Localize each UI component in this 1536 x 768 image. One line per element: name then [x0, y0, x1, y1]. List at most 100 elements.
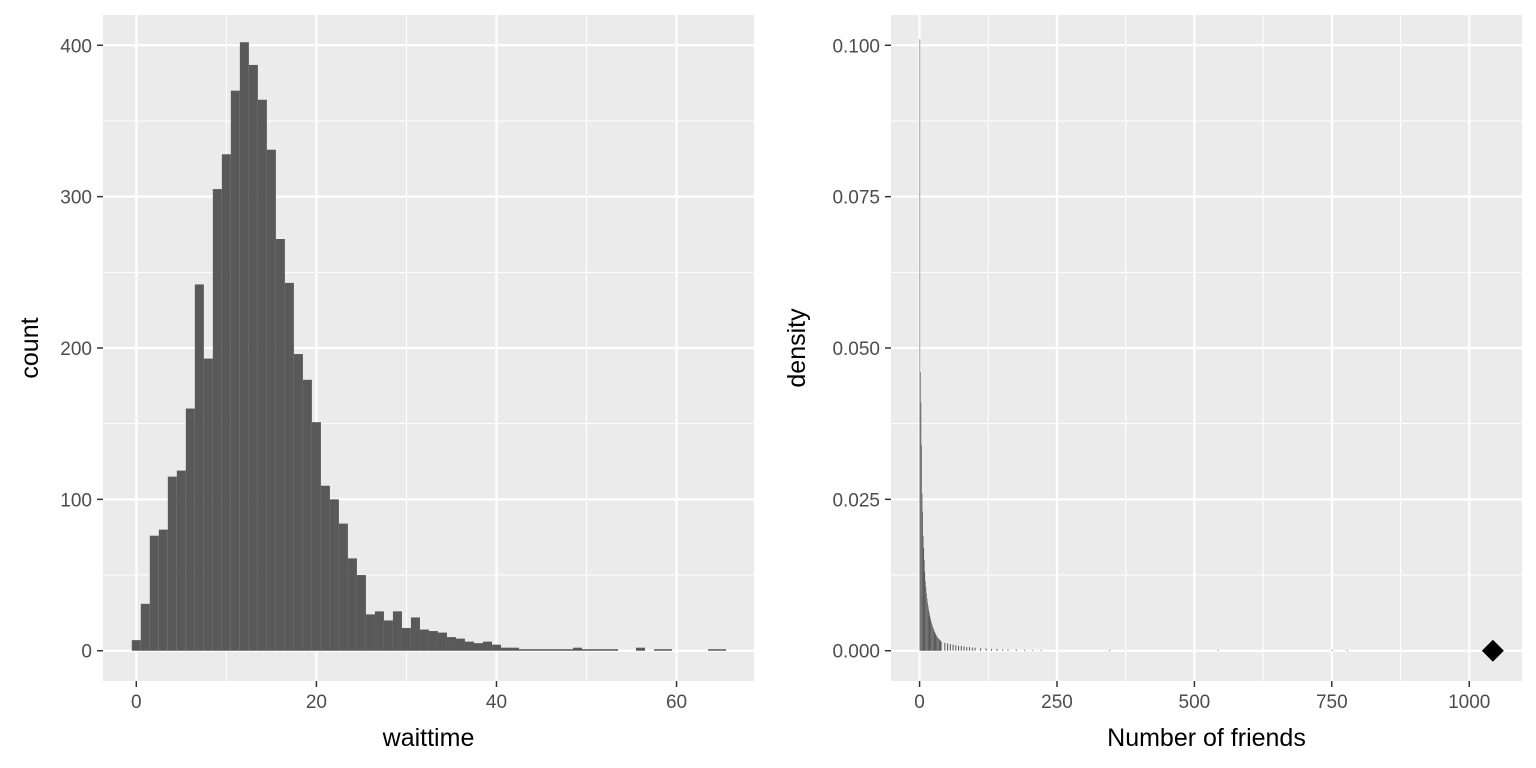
- histogram-bar: [991, 648, 993, 651]
- x-axis-title: waittime: [382, 724, 475, 752]
- histogram-bar: [974, 647, 976, 651]
- x-tick-label: 250: [1041, 692, 1073, 713]
- histogram-bar: [491, 644, 501, 651]
- histogram-bar: [919, 39, 921, 651]
- histogram-bar: [996, 648, 998, 651]
- x-tick-label: 500: [1179, 692, 1211, 713]
- histogram-bar: [212, 189, 222, 651]
- y-tick-label: 400: [60, 36, 92, 57]
- histogram-bar: [392, 611, 402, 651]
- y-tick-label: 0.025: [832, 490, 880, 511]
- histogram-bar: [500, 647, 510, 651]
- histogram-bar: [518, 649, 528, 651]
- histogram-bar: [1346, 649, 1348, 651]
- bars: [919, 39, 1348, 651]
- histogram-bar: [329, 499, 339, 651]
- histogram-bar: [923, 547, 925, 651]
- panel-2: 0 250 500 750 1000 0.000 0.025 0.050 0.075 0.100 N…: [783, 15, 1522, 752]
- histogram-bar: [925, 581, 926, 651]
- histogram-bar: [926, 593, 927, 651]
- y-tick-label: 0.100: [832, 36, 880, 57]
- histogram-bar: [1024, 649, 1026, 651]
- y-tick-label: 0.000: [832, 642, 880, 663]
- histogram-bar: [971, 647, 973, 651]
- histogram-bar: [1002, 649, 1004, 651]
- y-tick-label: 200: [60, 339, 92, 360]
- histogram-bar: [140, 603, 150, 651]
- y-tick-label: 0.050: [832, 339, 880, 360]
- histogram-bar: [473, 643, 483, 651]
- histogram-bar: [131, 640, 141, 651]
- x-tick-label: 1000: [1448, 692, 1490, 713]
- histogram-bar: [266, 149, 276, 651]
- histogram-bar: [482, 641, 492, 651]
- histogram-bar: [275, 239, 285, 651]
- histogram-bar: [600, 649, 610, 651]
- histogram-bar: [663, 649, 673, 651]
- histogram-bar: [926, 598, 928, 651]
- histogram-bar: [555, 649, 565, 651]
- histogram-bar: [158, 529, 168, 651]
- histogram-bar: [1040, 649, 1042, 651]
- histogram-bar: [958, 645, 960, 651]
- histogram-bar: [167, 476, 177, 651]
- histogram-bar: [203, 358, 213, 651]
- histogram-bar: [654, 649, 664, 651]
- histogram-bar: [927, 602, 928, 651]
- histogram-bar: [419, 629, 429, 651]
- histogram-bar: [1331, 649, 1333, 651]
- histogram-bar: [920, 372, 921, 651]
- histogram-bar: [922, 511, 923, 651]
- histogram-bar: [302, 379, 312, 651]
- histogram-bar: [923, 559, 925, 651]
- histogram-bar: [949, 644, 951, 651]
- histogram-bar: [176, 470, 186, 651]
- histogram-bar: [937, 638, 939, 651]
- histogram-bar: [455, 638, 465, 651]
- histogram-bar: [944, 642, 946, 651]
- histogram-bar: [311, 422, 321, 651]
- diamond-marker: [1481, 639, 1504, 662]
- histogram-bar: [347, 558, 357, 651]
- histogram-bar: [928, 609, 929, 651]
- histogram-bar: [1217, 649, 1219, 651]
- panel-1: 0 20 40 60 0 100 200 300 400 waittime count: [16, 15, 754, 752]
- histogram-bar: [636, 647, 646, 651]
- histogram-bar: [437, 632, 447, 651]
- histogram-bar: [925, 587, 927, 651]
- histogram-bar: [293, 354, 303, 651]
- histogram-bar: [428, 631, 438, 651]
- histogram-bar: [969, 647, 971, 651]
- histogram-bar: [546, 649, 556, 651]
- histogram-bar: [374, 611, 384, 651]
- histogram-bar: [239, 42, 249, 651]
- histogram-bar: [930, 620, 932, 651]
- histogram-bar: [383, 620, 393, 651]
- histogram-bar: [963, 646, 965, 651]
- y-tick-label: 300: [60, 188, 92, 209]
- histogram-bar: [928, 612, 930, 651]
- histogram-bar: [932, 625, 933, 651]
- histogram-bar: [509, 647, 519, 651]
- y-tick-label: 0.075: [832, 188, 880, 209]
- histogram-bar: [930, 618, 931, 651]
- bars: [131, 42, 727, 651]
- histogram-bar: [582, 649, 592, 651]
- x-tick-label: 0: [131, 692, 142, 713]
- histogram-bar: [920, 402, 922, 651]
- x-axis-title: Number of friends: [1107, 724, 1306, 752]
- histogram-bar: [320, 485, 330, 651]
- histogram-bar: [194, 284, 204, 651]
- histogram-bar: [937, 637, 938, 651]
- histogram-bar: [1032, 649, 1034, 651]
- histogram-bar: [980, 648, 982, 651]
- histogram-bar: [924, 572, 926, 651]
- histogram-bar: [960, 645, 962, 651]
- histogram-bar: [933, 628, 934, 651]
- histogram-bar: [248, 64, 258, 651]
- histogram-bar: [938, 639, 940, 651]
- histogram-bar: [257, 99, 267, 651]
- histogram-bar: [952, 644, 954, 651]
- x-tick-label: 0: [914, 692, 925, 713]
- y-axis-title: density: [783, 308, 811, 388]
